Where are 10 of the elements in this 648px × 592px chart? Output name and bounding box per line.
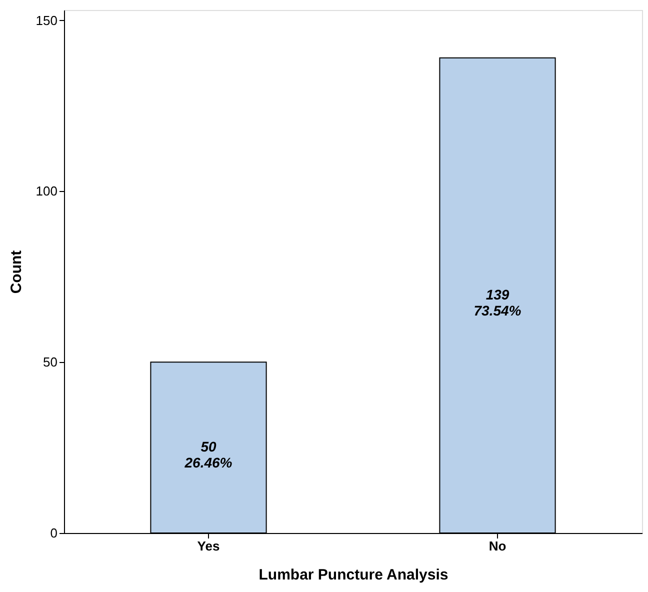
y-tick-label: 100: [36, 184, 58, 199]
y-axis-title: Count: [8, 250, 25, 294]
x-tick-label: No: [488, 538, 506, 554]
x-tick-label: Yes: [197, 538, 220, 554]
y-tick-label: 150: [36, 12, 58, 28]
data-label: 139 73.54%: [474, 286, 522, 318]
data-label: 50 26.46%: [184, 438, 233, 471]
x-axis-title: Lumbar Puncture Analysis: [258, 566, 448, 584]
y-tick-label: 50: [43, 354, 58, 370]
y-tick-label: 0: [50, 526, 58, 540]
